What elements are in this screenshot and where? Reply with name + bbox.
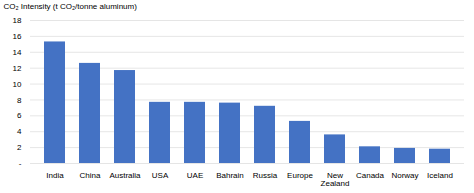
svg-text:Bahrain: Bahrain: [216, 171, 244, 180]
svg-text:14: 14: [13, 48, 22, 57]
svg-text:6: 6: [17, 111, 22, 120]
svg-text:10: 10: [13, 80, 22, 89]
svg-text:4: 4: [17, 127, 22, 136]
svg-text:USA: USA: [152, 171, 169, 180]
svg-text:8: 8: [17, 96, 22, 105]
svg-text:Iceland: Iceland: [427, 171, 453, 180]
svg-text:18: 18: [13, 16, 22, 25]
svg-text:China: China: [80, 171, 101, 180]
svg-text:UAE: UAE: [187, 171, 203, 180]
svg-text:NewZealand: NewZealand: [321, 171, 350, 188]
svg-text:16: 16: [13, 32, 22, 41]
svg-text:CO₂ Intensity (t CO₂/tonne alu: CO₂ Intensity (t CO₂/tonne aluminum): [4, 2, 138, 11]
svg-text:12: 12: [13, 64, 22, 73]
svg-text:Australia: Australia: [109, 171, 141, 180]
svg-text:Russia: Russia: [253, 171, 278, 180]
svg-text:-: -: [19, 159, 22, 168]
svg-text:2: 2: [17, 143, 22, 152]
svg-text:Norway: Norway: [391, 171, 418, 180]
svg-text:Canada: Canada: [356, 171, 385, 180]
svg-text:India: India: [46, 171, 64, 180]
svg-text:Europe: Europe: [287, 171, 313, 180]
